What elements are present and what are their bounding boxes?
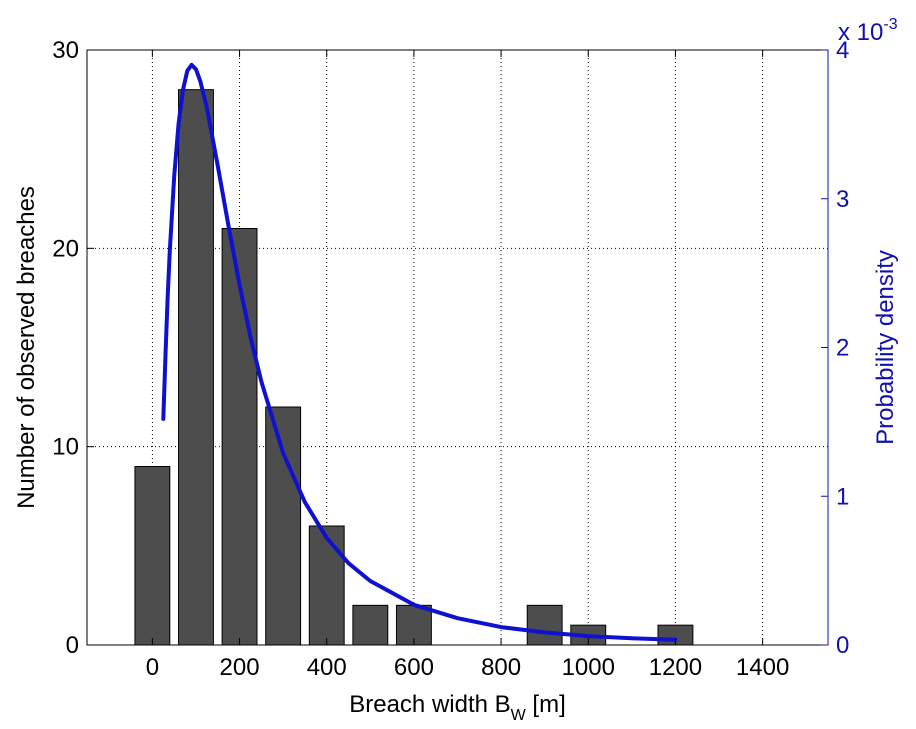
x-tick-label: 600 [394, 654, 434, 681]
y-tick-label-left: 10 [52, 434, 79, 461]
y-tick-label-left: 30 [52, 37, 79, 64]
y-tick-label-right: 1 [836, 483, 849, 510]
y-tick-label-right: 2 [836, 335, 849, 362]
bar-series [134, 89, 694, 646]
x-tick-label: 1200 [649, 654, 702, 681]
histogram-bar [178, 89, 214, 646]
y-axis-label-right: Probability density [872, 250, 899, 445]
probability-density-curve [161, 62, 678, 642]
x-tick-label: 1400 [736, 654, 789, 681]
x-tick-label: 200 [220, 654, 260, 681]
x-axis-label: Breach width BW [m] [349, 691, 566, 724]
histogram-bar [352, 604, 389, 646]
histogram-bar [265, 406, 302, 646]
x-tick-label: 0 [146, 654, 159, 681]
x-tick-label: 800 [481, 654, 521, 681]
y-axis-label-left: Number of observed breaches [13, 186, 40, 509]
y-tick-label-right: 0 [836, 632, 849, 659]
y-tick-label-left: 0 [66, 632, 79, 659]
right-axis-multiplier: x 10-3 [838, 16, 898, 46]
tick-labels: 0 200 400 600 800 1000 1200 1400 0 10 20 30 0 1 2 3 4 [52, 37, 849, 681]
axis-ticks [87, 49, 829, 646]
histogram-bar [134, 466, 171, 646]
y-tick-label-right: 3 [836, 186, 849, 213]
histogram-bar [221, 228, 258, 646]
histogram-bar [526, 604, 563, 646]
y-tick-label-right: 4 [836, 37, 849, 64]
density-curve-series [161, 62, 678, 642]
x-tick-label: 1000 [562, 654, 615, 681]
x-tick-label: 400 [307, 654, 347, 681]
histogram-bar [308, 525, 345, 646]
y-tick-label-left: 20 [52, 235, 79, 262]
